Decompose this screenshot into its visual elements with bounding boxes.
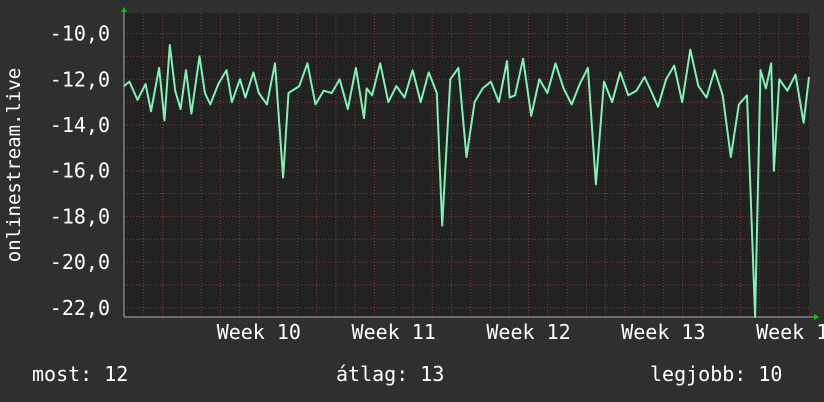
current-value-label: most: 12: [32, 362, 129, 386]
x-tick-label: Week 14: [756, 320, 824, 344]
series-line: [123, 44, 810, 318]
x-axis-arrow: [814, 314, 819, 320]
y-tick-label: -22,0: [50, 296, 110, 320]
x-tick-label: Week 13: [621, 320, 705, 344]
gridlines: [123, 13, 809, 317]
average-value-label: átlag: 13: [336, 362, 445, 386]
y-tick-label: -20,0: [50, 250, 110, 274]
y-tick-label: -16,0: [50, 159, 110, 183]
y-tick-label: -14,0: [50, 113, 110, 137]
y-tick-labels: -10,0 -12,0 -14,0 -16,0 -18,0 -20,0 -22,0: [50, 22, 110, 320]
y-axis-arrow: [121, 7, 127, 12]
x-tick-label: Week 12: [486, 320, 570, 344]
y-tick-label: -10,0: [50, 22, 110, 46]
y-axis-label: onlinestream.live: [3, 68, 25, 262]
y-tick-label: -12,0: [50, 67, 110, 91]
y-tick-label: -18,0: [50, 204, 110, 228]
best-value-label: legjobb: 10: [650, 362, 783, 386]
x-tick-labels: Week 10 Week 11 Week 12 Week 13 Week 14: [217, 320, 824, 344]
x-tick-label: Week 11: [352, 320, 436, 344]
x-tick-label: Week 10: [217, 320, 301, 344]
plot-area: [124, 13, 809, 317]
